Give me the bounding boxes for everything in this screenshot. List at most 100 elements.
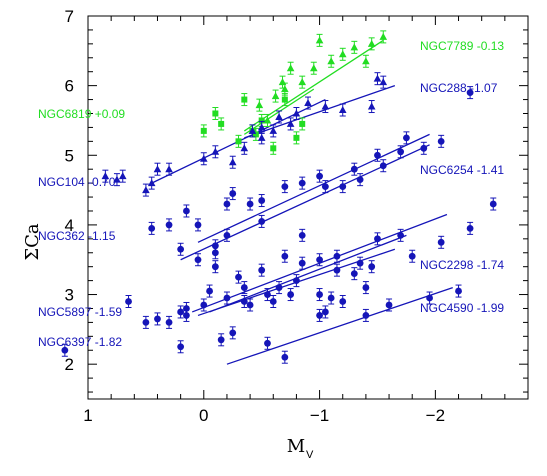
point-circle <box>240 298 248 305</box>
point-triangle <box>338 106 347 114</box>
data-point <box>327 54 335 68</box>
point-circle <box>165 221 173 229</box>
cluster-label: NGC362 -1.15 <box>38 229 116 243</box>
point-circle <box>321 308 329 316</box>
data-point <box>379 75 388 89</box>
point-square <box>293 134 300 141</box>
data-point <box>356 256 364 270</box>
point-circle <box>258 218 266 225</box>
data-point <box>246 197 254 211</box>
data-point <box>327 291 335 305</box>
data-point <box>211 145 220 159</box>
data-point <box>258 263 266 277</box>
data-point <box>281 93 288 107</box>
point-circle <box>281 183 289 191</box>
data-point <box>248 124 257 138</box>
point-circle <box>217 336 225 344</box>
data-point <box>426 291 433 305</box>
point-triangle <box>118 172 127 180</box>
data-point <box>165 162 173 176</box>
data-point <box>218 117 225 131</box>
data-point <box>271 89 280 103</box>
point-triangle <box>113 175 121 183</box>
data-point <box>255 98 264 112</box>
data-point <box>212 106 219 120</box>
point-triangle <box>379 32 388 40</box>
data-point <box>258 214 266 228</box>
cluster-label: NGC5897 -1.59 <box>38 305 122 319</box>
point-triangle <box>263 116 272 124</box>
point-circle <box>437 238 445 246</box>
data-point <box>177 242 185 256</box>
point-triangle <box>278 78 287 86</box>
point-circle <box>379 162 387 170</box>
y-tick-label: 5 <box>65 146 74 165</box>
data-point <box>241 93 248 107</box>
point-circle <box>298 179 306 187</box>
data-point <box>269 124 278 138</box>
data-point <box>333 249 341 263</box>
data-point <box>321 305 329 319</box>
point-circle <box>177 245 185 253</box>
point-circle <box>183 312 190 319</box>
data-point <box>275 281 283 295</box>
point-triangle <box>257 133 266 141</box>
point-circle <box>246 200 254 208</box>
data-point <box>293 131 300 145</box>
y-tick-label: 7 <box>65 7 74 26</box>
data-point <box>258 194 266 208</box>
data-point <box>154 312 161 326</box>
data-point <box>229 326 237 340</box>
data-point <box>281 350 289 364</box>
point-circle <box>194 256 202 264</box>
point-circle <box>374 151 381 159</box>
point-square <box>200 127 207 134</box>
data-point <box>183 308 190 322</box>
point-circle <box>211 263 219 271</box>
point-circle <box>356 259 364 267</box>
point-circle <box>142 319 150 326</box>
data-point <box>339 180 347 194</box>
data-points <box>61 30 497 364</box>
data-point <box>350 40 359 54</box>
data-point <box>338 103 347 117</box>
point-circle <box>333 252 341 260</box>
point-circle <box>321 183 329 191</box>
data-point <box>333 263 341 277</box>
point-square <box>235 138 242 145</box>
fit-line <box>226 286 453 365</box>
point-circle <box>258 266 266 274</box>
data-point <box>165 315 173 329</box>
data-point <box>374 232 381 246</box>
point-triangle <box>367 39 376 47</box>
point-circle <box>374 235 381 243</box>
point-triangle <box>269 126 278 134</box>
data-point <box>275 110 283 124</box>
data-point <box>278 75 287 89</box>
data-point <box>362 281 370 295</box>
point-triangle <box>315 36 324 44</box>
point-circle <box>362 312 370 319</box>
point-circle <box>298 231 306 239</box>
point-triangle <box>298 78 307 86</box>
point-circle <box>327 294 335 302</box>
point-circle <box>339 183 347 191</box>
data-point <box>455 284 462 298</box>
data-point <box>264 336 271 350</box>
x-tick-label: 1 <box>83 406 92 425</box>
data-point <box>223 291 231 305</box>
cluster-label: NGC104 -0.70 <box>38 175 116 189</box>
point-square <box>252 131 259 138</box>
data-point <box>466 221 474 235</box>
data-point <box>229 187 237 201</box>
point-circle <box>246 301 254 309</box>
point-square <box>299 120 306 127</box>
y-tick-label: 4 <box>65 216 74 235</box>
data-point <box>240 281 248 295</box>
point-circle <box>385 301 393 309</box>
point-square <box>270 145 277 152</box>
data-point <box>373 72 382 86</box>
cluster-label: NGC288 -1.07 <box>420 81 498 95</box>
data-point <box>420 141 428 155</box>
cluster-labels: NGC7789 -0.13 NGC6819 +0.09 NGC288 -1.07 NG… <box>38 39 504 349</box>
